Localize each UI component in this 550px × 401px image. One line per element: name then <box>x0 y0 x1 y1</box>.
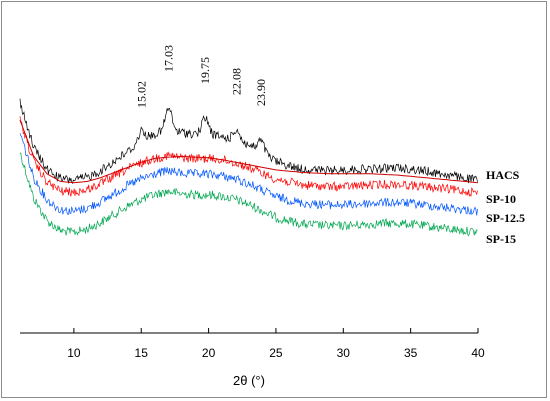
x-tick-label: 35 <box>404 346 418 360</box>
x-tick-label: 15 <box>135 346 149 360</box>
series-line-hacs <box>19 98 478 185</box>
peak-label: 17.03 <box>162 45 176 72</box>
x-axis-label: 2θ (°) <box>233 373 265 388</box>
peak-label: 15.02 <box>135 81 149 108</box>
fit-curve-line <box>19 119 479 184</box>
series-line-sp-15 <box>19 152 478 237</box>
x-ticks-group: 10 15 20 25 30 35 40 <box>67 328 485 360</box>
peak-labels-group: 15.02 17.03 19.75 22.08 23.90 <box>135 45 269 108</box>
x-tick-label: 30 <box>337 346 351 360</box>
x-tick-label: 20 <box>202 346 216 360</box>
peak-label: 19.75 <box>198 57 212 84</box>
x-tick-label: 10 <box>67 346 81 360</box>
series-label: SP-15 <box>486 232 516 246</box>
series-labels-group: HACS SP-10 SP-12.5 SP-15 <box>486 168 525 246</box>
peak-label: 22.08 <box>230 68 244 95</box>
series-label: SP-12.5 <box>486 211 525 225</box>
series-line-sp-12-5 <box>19 133 478 216</box>
series-label: SP-10 <box>486 192 516 206</box>
x-tick-label: 25 <box>269 346 283 360</box>
series-line-sp-10 <box>19 116 478 197</box>
peak-label: 23.90 <box>254 79 268 106</box>
series-label: HACS <box>486 168 520 182</box>
x-tick-label: 40 <box>471 346 485 360</box>
traces-group <box>19 98 479 237</box>
